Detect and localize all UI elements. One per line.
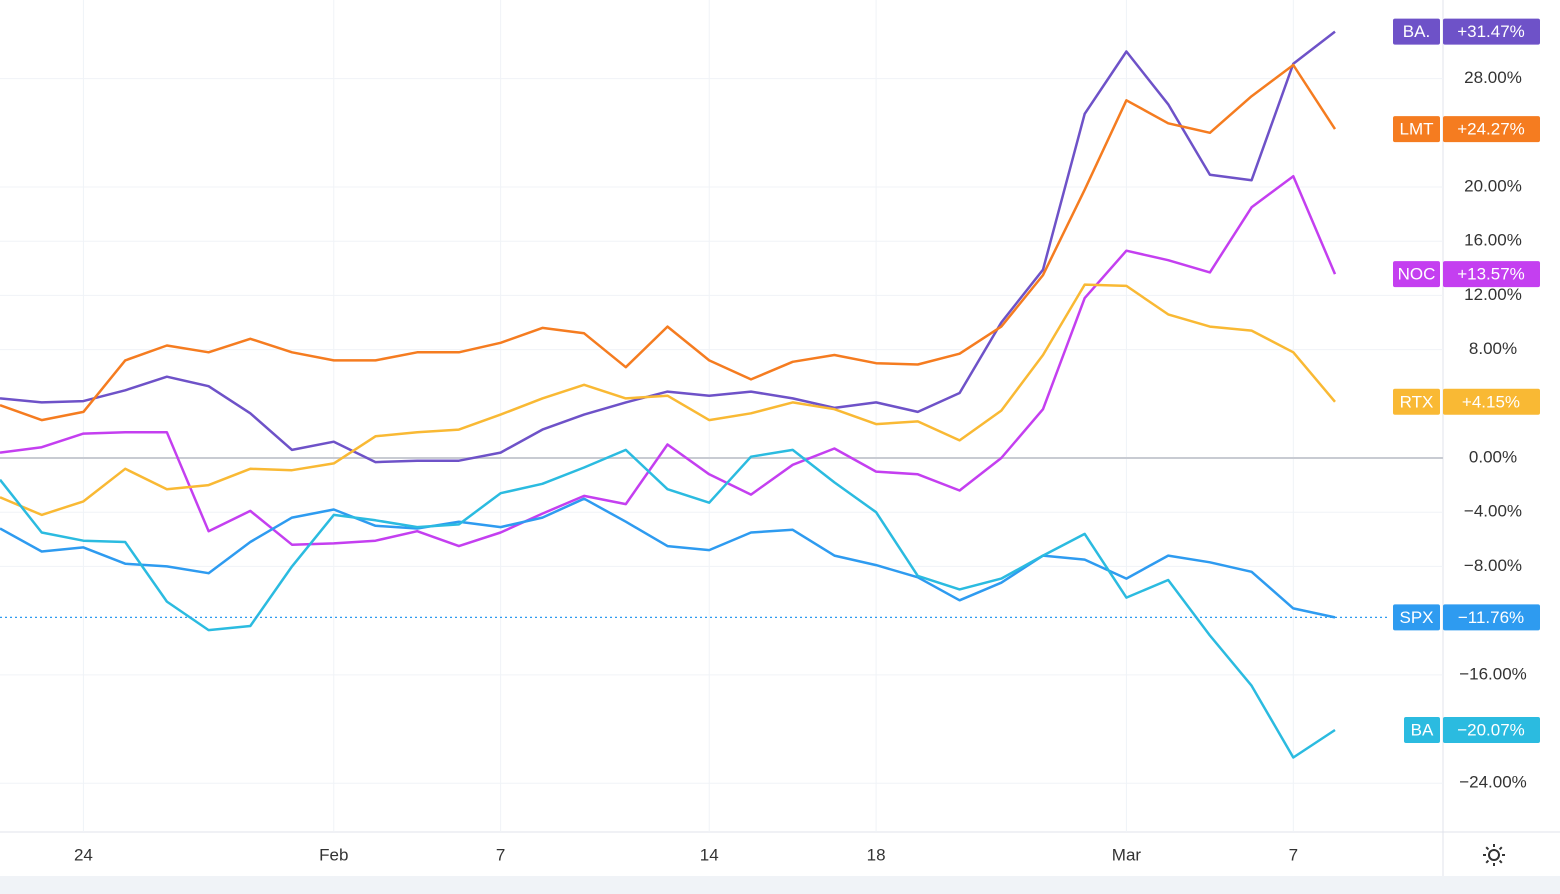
series-line xyxy=(0,448,1336,759)
value-label: +24.27% xyxy=(1457,120,1525,139)
value-badge xyxy=(1443,261,1540,288)
legend-badge xyxy=(1393,604,1440,631)
x-tick-label: Mar xyxy=(1112,845,1142,864)
value-badge xyxy=(1443,18,1540,45)
y-tick-label: 8.00% xyxy=(1469,339,1517,358)
y-tick-label: 16.00% xyxy=(1464,231,1522,250)
value-label: +31.47% xyxy=(1457,22,1525,41)
x-tick-label: 14 xyxy=(700,845,719,864)
value-label: +4.15% xyxy=(1462,392,1520,411)
settings-icon[interactable] xyxy=(1483,844,1505,866)
series-line xyxy=(0,30,1336,464)
y-tick-label: 0.00% xyxy=(1469,447,1517,466)
y-tick-label: 28.00% xyxy=(1464,68,1522,87)
series-line xyxy=(0,174,1337,548)
legend-badge xyxy=(1393,116,1440,143)
legend-label: SPX xyxy=(1399,608,1433,627)
legend-label: BA. xyxy=(1403,22,1430,41)
legend-badge xyxy=(1393,388,1440,415)
grid xyxy=(0,0,1443,832)
value-label: −20.07% xyxy=(1457,720,1525,739)
legend-label: BA xyxy=(1411,720,1434,739)
series-line xyxy=(0,497,1336,619)
y-tick-label: −4.00% xyxy=(1464,502,1522,521)
series-line xyxy=(0,63,1337,422)
bottom-bar xyxy=(0,876,1560,894)
legend-label: NOC xyxy=(1398,265,1436,284)
legend-badge xyxy=(1393,18,1440,45)
x-tick-label: 24 xyxy=(74,845,93,864)
y-tick-label: −8.00% xyxy=(1464,556,1522,575)
value-badge xyxy=(1443,388,1540,415)
value-badge xyxy=(1443,716,1540,743)
legend-badge xyxy=(1393,261,1440,288)
x-tick-label: Feb xyxy=(319,845,348,864)
legend-label: LMT xyxy=(1400,120,1434,139)
legend-badge xyxy=(1404,716,1440,743)
legend-label: RTX xyxy=(1400,392,1434,411)
y-tick-label: −24.00% xyxy=(1459,773,1527,792)
y-tick-label: 12.00% xyxy=(1464,285,1522,304)
value-label: +13.57% xyxy=(1457,265,1525,284)
value-label: −11.76% xyxy=(1458,608,1524,627)
value-badge xyxy=(1443,604,1540,631)
y-tick-label: 20.00% xyxy=(1464,176,1522,195)
x-tick-label: 7 xyxy=(1289,845,1298,864)
series-line xyxy=(0,283,1336,517)
x-tick-label: 7 xyxy=(496,845,505,864)
value-badge xyxy=(1443,116,1540,143)
x-tick-label: 18 xyxy=(867,845,886,864)
y-tick-label: −16.00% xyxy=(1459,664,1527,683)
